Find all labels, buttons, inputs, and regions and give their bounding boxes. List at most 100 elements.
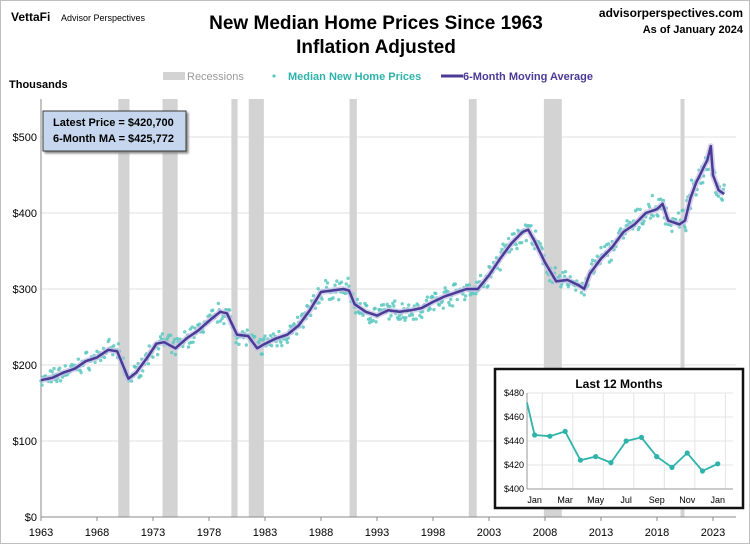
scatter-point — [582, 293, 586, 297]
scatter-point — [474, 292, 478, 296]
scatter-point — [467, 283, 472, 287]
scatter-point — [373, 306, 377, 311]
scatter-point — [381, 303, 386, 307]
scatter-point — [279, 340, 283, 344]
scatter-point — [63, 364, 67, 368]
x-tick-label: 1978 — [197, 527, 221, 539]
inset-point — [699, 468, 706, 474]
scatter-point — [365, 304, 369, 308]
inset-y-tick-label: $460 — [504, 412, 524, 422]
inset-x-tick-label: Sep — [649, 495, 665, 505]
scatter-point — [277, 329, 281, 334]
scatter-point — [425, 295, 430, 299]
recession-bar — [162, 99, 178, 517]
scatter-point — [716, 194, 721, 198]
scatter-point — [368, 316, 373, 321]
logo-brand: VettaFi — [11, 10, 50, 24]
scatter-point — [689, 178, 694, 182]
scatter-point — [260, 352, 264, 356]
scatter-point — [720, 198, 725, 202]
x-tick-label: 2013 — [589, 527, 613, 539]
scatter-point — [638, 207, 642, 212]
scatter-point — [424, 298, 429, 303]
scatter-point — [437, 303, 442, 307]
scatter-point — [169, 333, 173, 337]
inset-y-tick-label: $420 — [504, 460, 524, 470]
scatter-point — [285, 340, 290, 345]
inset-point — [608, 460, 614, 466]
scatter-point — [659, 197, 663, 201]
inset-point — [638, 434, 645, 440]
scatter-point — [431, 295, 435, 299]
scatter-point — [371, 318, 375, 323]
scatter-point — [374, 320, 378, 324]
scatter-point — [222, 321, 226, 326]
inset-point — [669, 464, 675, 470]
scatter-point — [244, 343, 249, 347]
scatter-point — [57, 366, 62, 370]
scatter-point — [191, 340, 195, 344]
scatter-point — [262, 337, 266, 341]
scatter-point — [683, 225, 687, 230]
scatter-point — [87, 368, 92, 372]
ma-line — [40, 144, 725, 382]
scatter-point — [331, 296, 335, 300]
scatter-point — [414, 317, 418, 321]
scatter-point — [158, 335, 163, 339]
scatter-point — [453, 282, 458, 286]
inset-point — [577, 457, 584, 463]
scatter-point — [183, 330, 187, 334]
scatter-point — [258, 337, 263, 342]
inset-x-tick-label: Jan — [527, 495, 542, 505]
scatter-point — [389, 314, 393, 318]
y-tick-label: $300 — [13, 284, 37, 296]
scatter-point — [107, 337, 111, 342]
as-of-label: As of January 2024 — [643, 24, 744, 36]
scatter-point — [506, 236, 511, 241]
scatter-point — [95, 349, 99, 354]
scatter-point — [301, 325, 305, 329]
scatter-point — [172, 337, 177, 342]
scatter-point — [404, 315, 408, 320]
scatter-point — [625, 219, 629, 223]
scatter-point — [218, 319, 222, 323]
scatter-point — [574, 288, 578, 292]
scatter-point — [401, 315, 405, 320]
scatter-point — [642, 219, 646, 223]
scatter-point — [99, 358, 103, 363]
scatter-point — [559, 285, 563, 289]
scatter-point — [253, 335, 257, 339]
x-tick-label: 2023 — [701, 527, 725, 539]
scatter-point — [635, 207, 640, 212]
scatter-point — [335, 279, 339, 283]
scatter-point — [515, 246, 519, 251]
y-tick-label: $500 — [13, 132, 37, 144]
scatter-point — [316, 287, 320, 291]
scatter-point — [52, 366, 56, 371]
scatter-point — [215, 320, 220, 324]
scatter-point — [70, 362, 74, 367]
scatter-point — [647, 205, 652, 209]
y-tick-label: $400 — [13, 208, 37, 220]
scatter-point — [512, 231, 516, 236]
inset-title: Last 12 Months — [575, 377, 663, 391]
scatter-point — [561, 270, 565, 275]
inset-y-tick-label: $400 — [504, 484, 524, 494]
scatter-point — [706, 167, 711, 172]
inset-panel — [493, 367, 745, 510]
ma-shadow — [40, 143, 726, 384]
scatter-point — [325, 281, 330, 285]
scatter-point — [155, 352, 160, 357]
scatter-point — [139, 374, 143, 378]
scatter-point — [156, 347, 161, 351]
scatter-point — [676, 211, 681, 215]
scatter-point — [201, 330, 206, 334]
scatter-point — [361, 313, 365, 317]
inset-y-tick-label: $480 — [504, 388, 524, 398]
scatter-point — [441, 306, 445, 310]
x-tick-label: 1973 — [141, 527, 165, 539]
scatter-point — [280, 343, 284, 348]
x-tick-label: 2018 — [645, 527, 669, 539]
